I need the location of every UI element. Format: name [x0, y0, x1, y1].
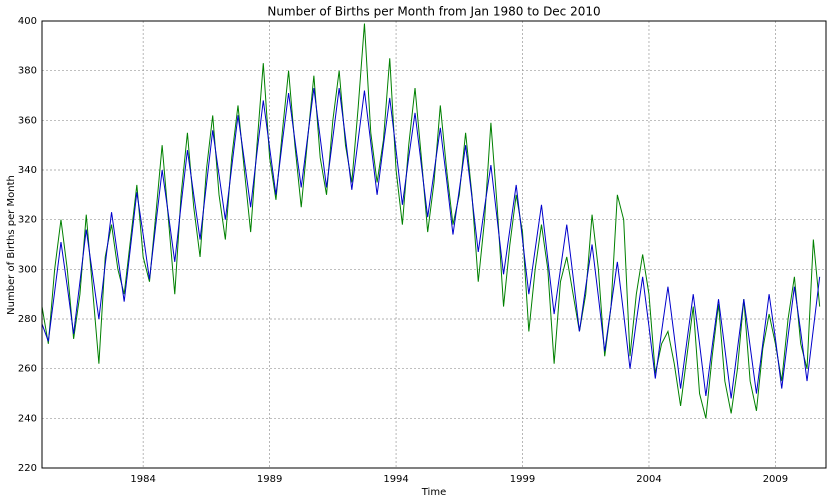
y-tick-label: 400	[18, 16, 37, 27]
chart-title: Number of Births per Month from Jan 1980…	[267, 5, 600, 19]
y-tick-label: 360	[18, 115, 37, 126]
y-tick-label: 340	[18, 165, 37, 176]
y-axis-label: Number of Births per Month	[6, 175, 17, 315]
y-tick-label: 280	[18, 314, 37, 325]
y-tick-label: 320	[18, 215, 37, 226]
x-tick-label: 2004	[636, 474, 661, 485]
x-tick-label: 1999	[510, 474, 535, 485]
x-tick-label: 1984	[130, 474, 155, 485]
series-line	[41, 23, 821, 419]
x-tick-label: 1994	[383, 474, 408, 485]
y-tick-label: 220	[18, 463, 37, 474]
series-line	[41, 87, 821, 399]
plot-frame	[41, 20, 827, 469]
x-axis-label: Time	[421, 487, 446, 498]
x-tick-label: 1989	[257, 474, 282, 485]
y-tick-label: 300	[18, 264, 37, 275]
y-tick-label: 260	[18, 364, 37, 375]
x-tick-label: 2009	[763, 474, 788, 485]
y-tick-label: 240	[18, 413, 37, 424]
y-tick-label: 380	[18, 66, 37, 77]
